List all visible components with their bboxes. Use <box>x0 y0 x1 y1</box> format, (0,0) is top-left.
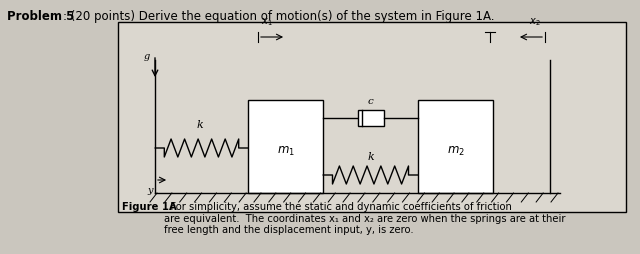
Text: : (20 points) Derive the equation of motion(s) of the system in Figure 1A.: : (20 points) Derive the equation of mot… <box>63 10 495 23</box>
Bar <box>358 110 383 126</box>
Bar <box>118 22 626 212</box>
Text: $x_1$: $x_1$ <box>261 16 273 28</box>
Text: Problem 5: Problem 5 <box>7 10 74 23</box>
Text: y: y <box>147 186 153 195</box>
Bar <box>248 100 323 193</box>
Text: k: k <box>367 152 374 162</box>
Text: $x_2$: $x_2$ <box>529 16 541 28</box>
Text: c: c <box>367 97 373 106</box>
Text: : For simplicity, assume the static and dynamic coefficients of friction
are equ: : For simplicity, assume the static and … <box>164 202 566 235</box>
Text: k: k <box>196 120 204 130</box>
Text: $m_1$: $m_1$ <box>276 145 294 158</box>
Bar <box>418 100 493 193</box>
Text: g: g <box>144 52 150 61</box>
Text: $m_2$: $m_2$ <box>447 145 465 158</box>
Text: Figure 1A: Figure 1A <box>122 202 177 212</box>
